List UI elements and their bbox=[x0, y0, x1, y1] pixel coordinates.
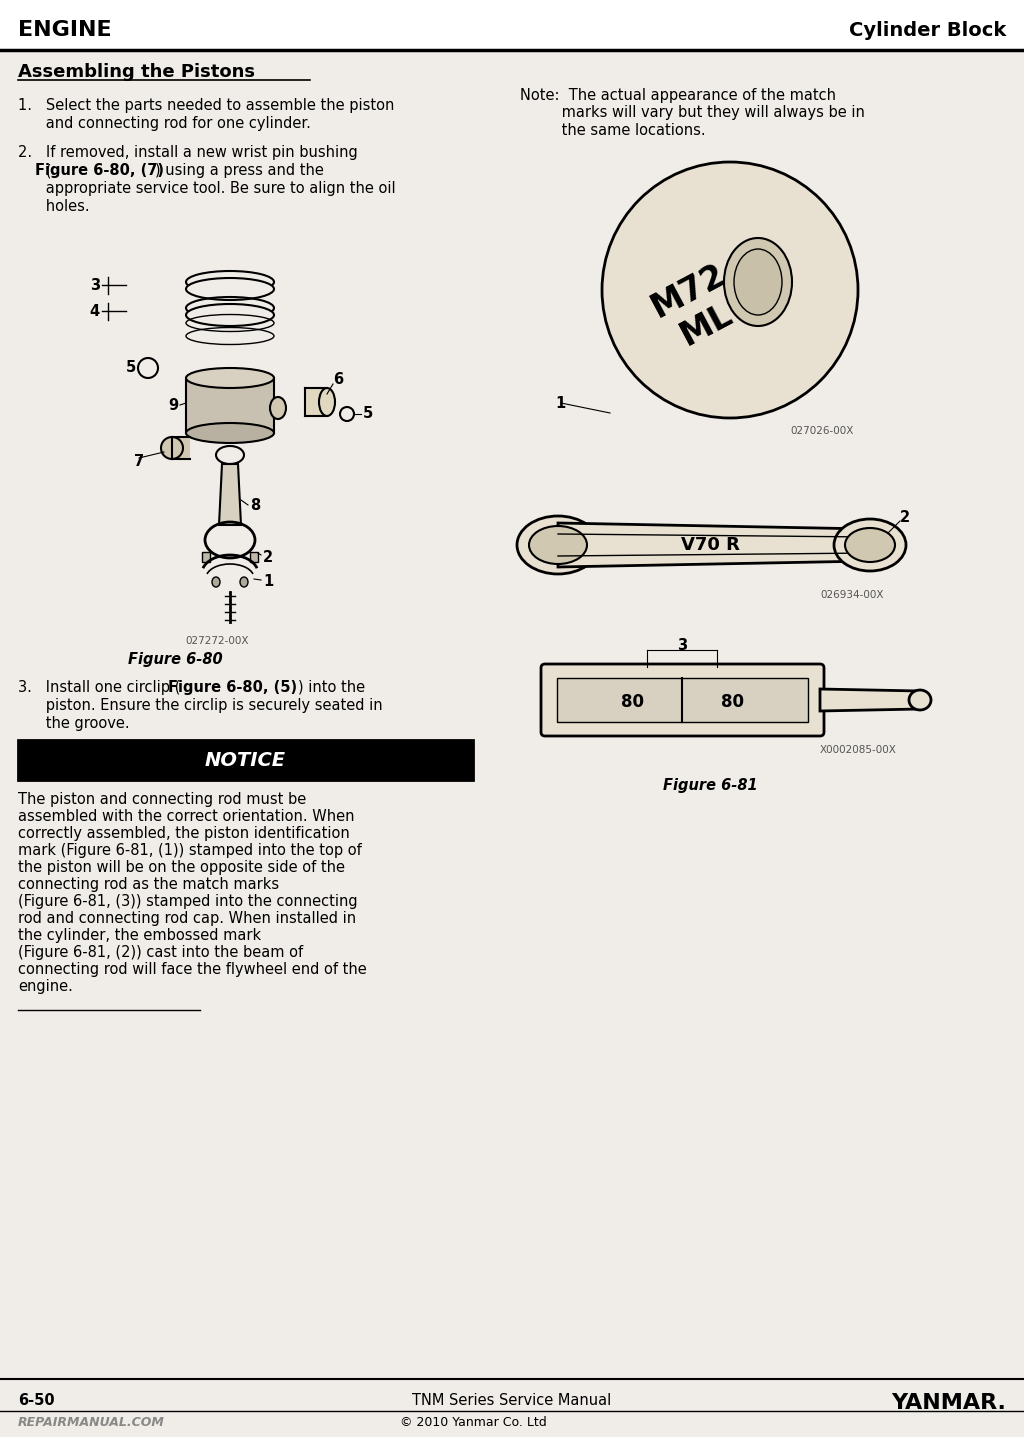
Text: piston. Ensure the circlip is securely seated in: piston. Ensure the circlip is securely s… bbox=[18, 698, 383, 713]
Text: 3: 3 bbox=[90, 277, 100, 293]
Text: (Figure 6-81, (3)) stamped into the connecting: (Figure 6-81, (3)) stamped into the conn… bbox=[18, 894, 357, 910]
Ellipse shape bbox=[161, 437, 183, 458]
Text: assembled with the correct orientation. When: assembled with the correct orientation. … bbox=[18, 809, 354, 823]
Text: M72
ML: M72 ML bbox=[646, 257, 750, 358]
Text: 7: 7 bbox=[134, 454, 144, 470]
Bar bbox=[186, 378, 274, 433]
Text: Figure 6-80, (7): Figure 6-80, (7) bbox=[35, 162, 164, 178]
Text: The piston and connecting rod must be: The piston and connecting rod must be bbox=[18, 792, 306, 808]
Text: 2: 2 bbox=[263, 549, 273, 565]
Text: 80: 80 bbox=[621, 693, 643, 711]
Text: ENGINE: ENGINE bbox=[18, 20, 112, 40]
Text: Figure 6-81: Figure 6-81 bbox=[663, 777, 758, 793]
Ellipse shape bbox=[909, 690, 931, 710]
Polygon shape bbox=[558, 523, 870, 568]
Ellipse shape bbox=[186, 422, 274, 443]
Text: (Figure 6-81, (2)) cast into the beam of: (Figure 6-81, (2)) cast into the beam of bbox=[18, 946, 303, 960]
Bar bbox=[250, 552, 258, 562]
Bar bbox=[202, 552, 210, 562]
Text: 026934-00X: 026934-00X bbox=[820, 591, 884, 601]
Circle shape bbox=[602, 162, 858, 418]
Polygon shape bbox=[219, 464, 241, 525]
Text: 2: 2 bbox=[900, 510, 910, 525]
Ellipse shape bbox=[186, 305, 274, 326]
Text: TNM Series Service Manual: TNM Series Service Manual bbox=[413, 1392, 611, 1408]
Text: 5: 5 bbox=[126, 361, 136, 375]
Text: 027272-00X: 027272-00X bbox=[185, 637, 249, 647]
Polygon shape bbox=[820, 688, 920, 711]
Text: and connecting rod for one cylinder.: and connecting rod for one cylinder. bbox=[18, 116, 311, 131]
Ellipse shape bbox=[724, 239, 792, 326]
Text: V70 R: V70 R bbox=[681, 536, 739, 555]
Bar bbox=[557, 678, 808, 721]
Text: NOTICE: NOTICE bbox=[205, 750, 286, 769]
Ellipse shape bbox=[319, 388, 335, 415]
Ellipse shape bbox=[212, 578, 220, 586]
Text: 1: 1 bbox=[263, 575, 273, 589]
FancyBboxPatch shape bbox=[541, 664, 824, 736]
Text: Figure 6-80, (5): Figure 6-80, (5) bbox=[168, 680, 297, 696]
Ellipse shape bbox=[517, 516, 599, 573]
Ellipse shape bbox=[834, 519, 906, 570]
Bar bbox=[305, 388, 327, 415]
Ellipse shape bbox=[845, 527, 895, 562]
Text: connecting rod will face the flywheel end of the: connecting rod will face the flywheel en… bbox=[18, 961, 367, 977]
Text: 80: 80 bbox=[721, 693, 743, 711]
Ellipse shape bbox=[529, 526, 587, 563]
Text: 2.   If removed, install a new wrist pin bushing: 2. If removed, install a new wrist pin b… bbox=[18, 145, 357, 160]
Ellipse shape bbox=[270, 397, 286, 420]
Text: X0002085-00X: X0002085-00X bbox=[820, 744, 897, 754]
Text: ) using a press and the: ) using a press and the bbox=[155, 162, 324, 178]
Text: © 2010 Yanmar Co. Ltd: © 2010 Yanmar Co. Ltd bbox=[400, 1415, 547, 1428]
Text: appropriate service tool. Be sure to align the oil: appropriate service tool. Be sure to ali… bbox=[18, 181, 395, 195]
Text: 9: 9 bbox=[168, 398, 178, 412]
Ellipse shape bbox=[186, 368, 274, 388]
Text: 5: 5 bbox=[362, 407, 374, 421]
Text: (: ( bbox=[18, 162, 51, 178]
Text: rod and connecting rod cap. When installed in: rod and connecting rod cap. When install… bbox=[18, 911, 356, 925]
Bar bbox=[172, 437, 190, 458]
Bar bbox=[18, 740, 473, 780]
Text: 027026-00X: 027026-00X bbox=[790, 425, 853, 435]
Text: ) into the: ) into the bbox=[298, 680, 366, 696]
Ellipse shape bbox=[240, 578, 248, 586]
Text: mark (Figure 6-81, (1)) stamped into the top of: mark (Figure 6-81, (1)) stamped into the… bbox=[18, 844, 361, 858]
Text: the piston will be on the opposite side of the: the piston will be on the opposite side … bbox=[18, 859, 345, 875]
Text: 1.   Select the parts needed to assemble the piston: 1. Select the parts needed to assemble t… bbox=[18, 98, 394, 114]
Text: 4: 4 bbox=[90, 303, 100, 319]
Text: 3.   Install one circlip (: 3. Install one circlip ( bbox=[18, 680, 180, 696]
Text: YANMAR.: YANMAR. bbox=[891, 1392, 1006, 1413]
Text: REPAIRMANUAL.COM: REPAIRMANUAL.COM bbox=[18, 1415, 165, 1428]
Text: Cylinder Block: Cylinder Block bbox=[849, 20, 1006, 39]
Ellipse shape bbox=[734, 249, 782, 315]
Bar bbox=[0, 0, 1024, 50]
Text: Assembling the Pistons: Assembling the Pistons bbox=[18, 63, 255, 80]
Text: Note:  The actual appearance of the match
         marks will vary but they will: Note: The actual appearance of the match… bbox=[520, 88, 865, 138]
Text: 3: 3 bbox=[677, 638, 687, 652]
Text: 6: 6 bbox=[333, 372, 343, 388]
Text: the cylinder, the embossed mark: the cylinder, the embossed mark bbox=[18, 928, 261, 943]
Ellipse shape bbox=[186, 277, 274, 300]
Text: correctly assembled, the piston identification: correctly assembled, the piston identifi… bbox=[18, 826, 350, 841]
Text: the groove.: the groove. bbox=[18, 716, 130, 731]
Text: engine.: engine. bbox=[18, 979, 73, 994]
Text: 6-50: 6-50 bbox=[18, 1392, 54, 1408]
Text: holes.: holes. bbox=[18, 198, 90, 214]
Text: 1: 1 bbox=[555, 395, 565, 411]
Text: 8: 8 bbox=[250, 497, 260, 513]
Text: connecting rod as the match marks: connecting rod as the match marks bbox=[18, 877, 280, 892]
Text: Figure 6-80: Figure 6-80 bbox=[128, 652, 222, 667]
